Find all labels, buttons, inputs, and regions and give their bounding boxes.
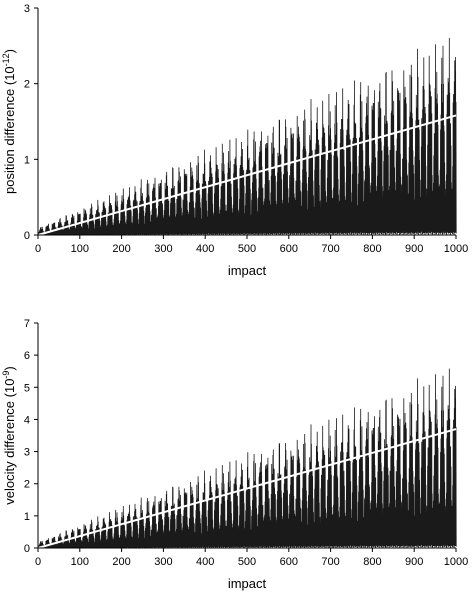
y-tick-label: 2 <box>24 79 30 91</box>
y-tick-label: 3 <box>24 3 30 15</box>
x-axis-label: impact <box>228 263 267 278</box>
velocity-difference-chart: 0 100 200 300 400 500 600 700 800 900 1000 0 1 2 3 4 5 6 7… <box>1 318 468 591</box>
x-tick-label: 100 <box>71 556 89 568</box>
x-tick-label: 1000 <box>444 243 468 255</box>
x-tick-label: 900 <box>405 556 423 568</box>
y-tick-label: 6 <box>24 350 30 362</box>
x-tick-label: 100 <box>71 243 89 255</box>
y-tick-label: 1 <box>24 154 30 166</box>
position-difference-chart: 0 100 200 300 400 500 600 700 800 900 1000 0 1 2 3 impa… <box>1 3 468 278</box>
x-tick-label: 600 <box>280 243 298 255</box>
x-tick-label: 500 <box>238 556 256 568</box>
x-tick-label: 700 <box>321 556 339 568</box>
y-tick-label: 5 <box>24 382 30 394</box>
x-tick-label: 800 <box>363 243 381 255</box>
y-tick-label: 7 <box>24 318 30 330</box>
x-tick-label: 900 <box>405 243 423 255</box>
x-tick-label: 700 <box>321 243 339 255</box>
y-tick-label: 1 <box>24 511 30 523</box>
x-tick-label: 200 <box>112 243 130 255</box>
data-series-oscillation <box>37 368 457 549</box>
y-tick-label: 0 <box>24 543 30 555</box>
y-axis-label: velocity difference (10-9) <box>1 366 17 505</box>
x-tick-label: 500 <box>238 243 256 255</box>
x-tick-label: 0 <box>35 556 41 568</box>
trend-line <box>37 114 457 236</box>
y-tick-label: 0 <box>24 230 30 242</box>
x-tick-label: 200 <box>112 556 130 568</box>
x-tick-label: 0 <box>35 243 41 255</box>
y-tick-label: 2 <box>24 479 30 491</box>
x-axis-label: impact <box>228 576 267 591</box>
x-tick-label: 400 <box>196 243 214 255</box>
y-axis-label: position difference (10-12) <box>1 49 17 194</box>
x-tick-label: 1000 <box>444 556 468 568</box>
y-tick-label: 3 <box>24 447 30 459</box>
x-tick-label: 400 <box>196 556 214 568</box>
x-tick-label: 600 <box>280 556 298 568</box>
y-tick-label: 4 <box>24 414 30 426</box>
x-tick-label: 800 <box>363 556 381 568</box>
trend-line <box>37 428 457 549</box>
x-tick-label: 300 <box>154 556 172 568</box>
x-tick-label: 300 <box>154 243 172 255</box>
data-series-oscillation <box>37 37 457 236</box>
